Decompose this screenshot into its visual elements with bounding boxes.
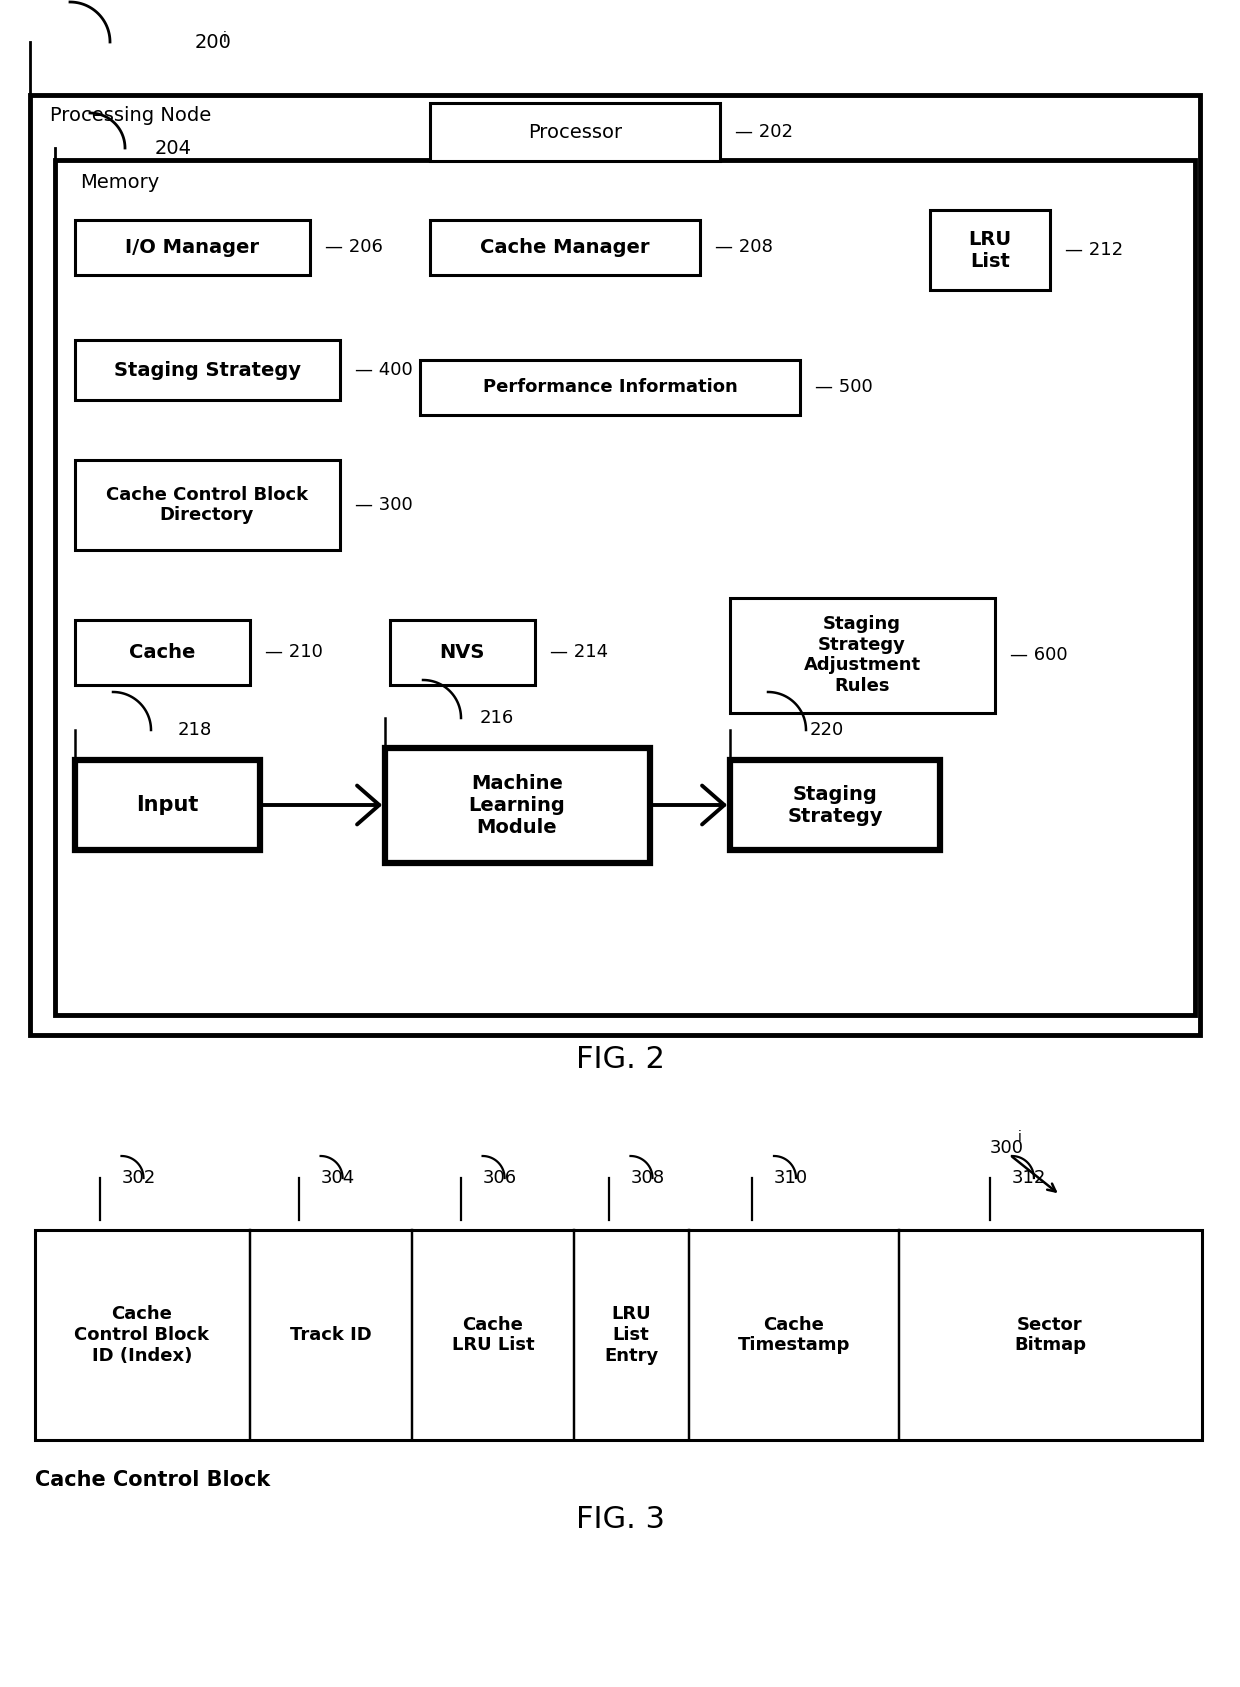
- Text: Staging
Strategy: Staging Strategy: [787, 784, 883, 825]
- Text: NVS: NVS: [439, 643, 485, 661]
- Text: Memory: Memory: [81, 172, 159, 192]
- Text: i: i: [1018, 1130, 1022, 1144]
- Bar: [55, 160, 1195, 1016]
- Bar: [30, 94, 1200, 1036]
- Text: LRU
List: LRU List: [968, 229, 1012, 270]
- Text: Cache
Control Block
ID (Index): Cache Control Block ID (Index): [74, 1306, 210, 1365]
- Bar: [74, 341, 340, 400]
- Text: Sector
Bitmap: Sector Bitmap: [1014, 1316, 1086, 1355]
- Text: 200: 200: [195, 32, 232, 52]
- Text: — 210: — 210: [265, 643, 322, 661]
- Bar: [930, 209, 1050, 290]
- Bar: [74, 461, 340, 550]
- Text: — 208: — 208: [715, 238, 773, 256]
- Text: 312: 312: [1012, 1169, 1047, 1188]
- Text: — 206: — 206: [325, 238, 383, 256]
- Text: — 214: — 214: [551, 643, 608, 661]
- Text: — 300: — 300: [355, 496, 413, 515]
- Bar: [420, 359, 800, 415]
- Bar: [74, 219, 310, 275]
- Bar: [430, 219, 701, 275]
- Text: i: i: [223, 30, 227, 46]
- Text: 216: 216: [480, 709, 515, 727]
- Text: 300: 300: [990, 1139, 1024, 1157]
- Text: 308: 308: [630, 1169, 665, 1188]
- Text: 310: 310: [774, 1169, 808, 1188]
- Bar: [74, 761, 260, 850]
- Text: 220: 220: [810, 720, 844, 739]
- Text: 302: 302: [122, 1169, 156, 1188]
- Text: LRU
List
Entry: LRU List Entry: [604, 1306, 658, 1365]
- Text: Cache
Timestamp: Cache Timestamp: [738, 1316, 851, 1355]
- Text: Performance Information: Performance Information: [482, 378, 738, 396]
- Text: Track ID: Track ID: [290, 1326, 372, 1345]
- Text: — 202: — 202: [735, 123, 794, 142]
- Text: 306: 306: [482, 1169, 517, 1188]
- Text: Staging Strategy: Staging Strategy: [114, 361, 300, 380]
- Bar: [74, 621, 250, 685]
- Bar: [730, 597, 994, 714]
- Bar: [730, 761, 940, 850]
- Text: — 600: — 600: [1011, 646, 1068, 665]
- Text: Cache: Cache: [129, 643, 195, 661]
- Text: Cache Control Block: Cache Control Block: [35, 1469, 270, 1490]
- Text: 218: 218: [179, 720, 212, 739]
- Text: Machine
Learning
Module: Machine Learning Module: [469, 774, 565, 837]
- Text: — 400: — 400: [355, 361, 413, 380]
- Text: Processing Node: Processing Node: [50, 106, 211, 125]
- Text: — 500: — 500: [815, 378, 873, 396]
- Text: I/O Manager: I/O Manager: [125, 238, 259, 256]
- Text: FIG. 3: FIG. 3: [575, 1505, 665, 1535]
- Bar: [430, 103, 720, 160]
- Bar: [35, 1230, 1202, 1441]
- Text: Cache
LRU List: Cache LRU List: [451, 1316, 534, 1355]
- Text: FIG. 2: FIG. 2: [575, 1046, 665, 1075]
- Text: Input: Input: [136, 795, 198, 815]
- Text: 204: 204: [155, 138, 192, 157]
- Bar: [391, 621, 534, 685]
- Text: Staging
Strategy
Adjustment
Rules: Staging Strategy Adjustment Rules: [804, 614, 920, 695]
- Bar: [384, 747, 650, 864]
- Text: Cache Control Block
Directory: Cache Control Block Directory: [105, 486, 308, 525]
- Text: 304: 304: [321, 1169, 355, 1188]
- Text: Processor: Processor: [528, 123, 622, 142]
- Text: — 212: — 212: [1065, 241, 1123, 260]
- Text: Cache Manager: Cache Manager: [480, 238, 650, 256]
